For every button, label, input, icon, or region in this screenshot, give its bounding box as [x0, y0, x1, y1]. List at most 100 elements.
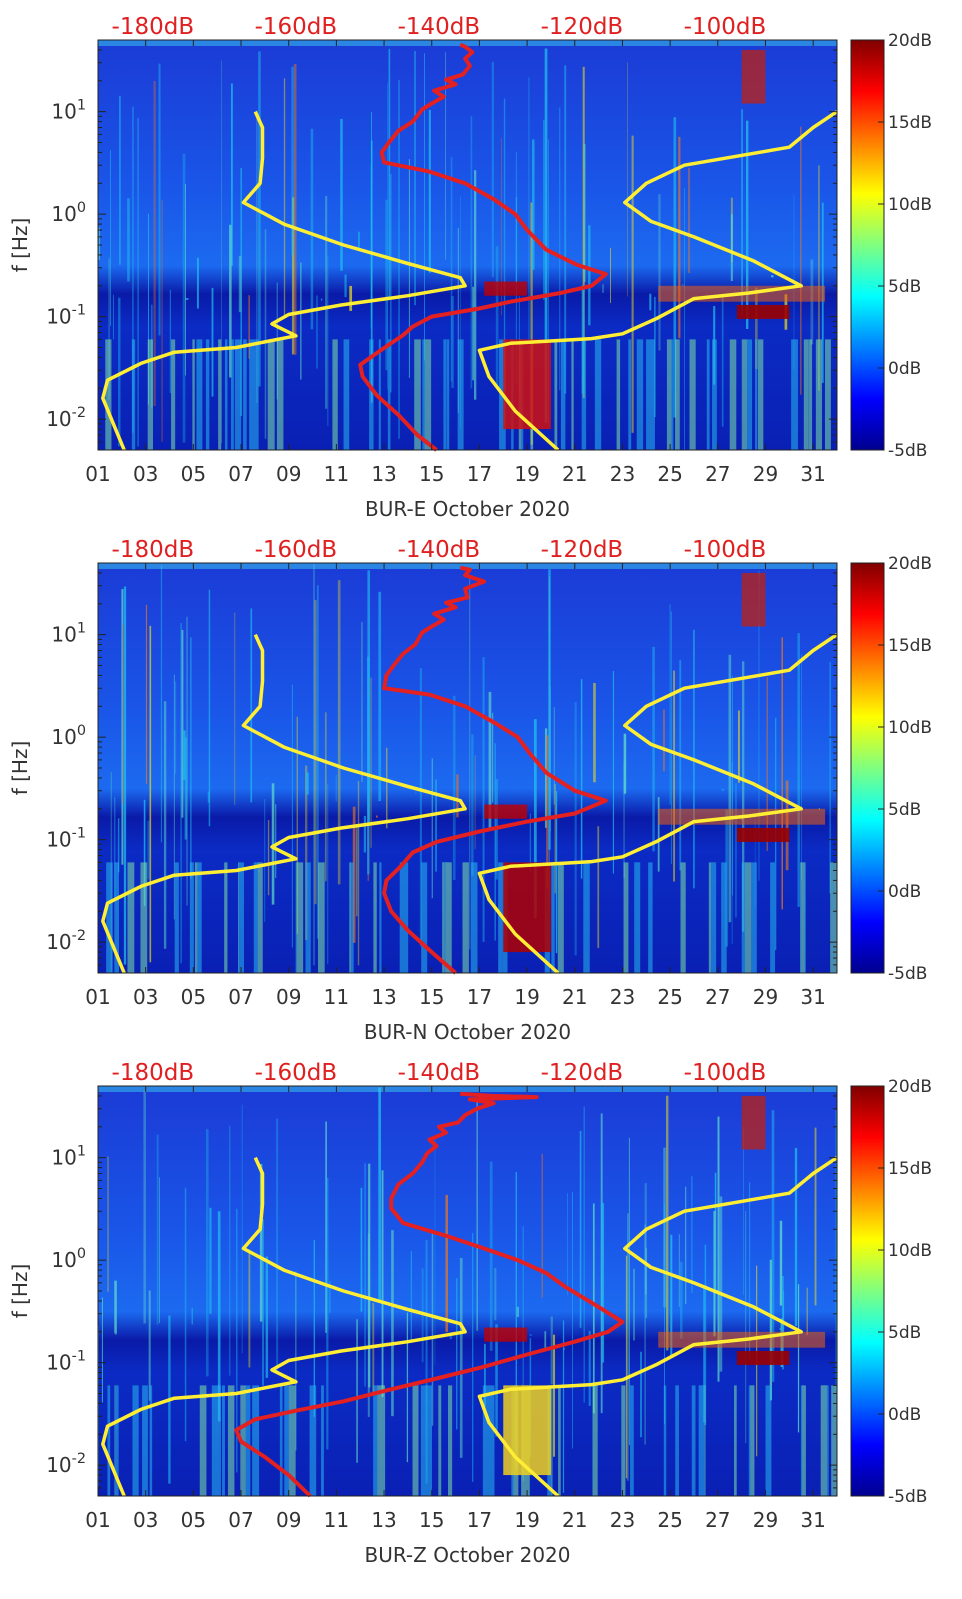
spectrogram-streak — [250, 608, 253, 803]
spectrogram-band — [403, 862, 409, 973]
spectrogram-band — [349, 862, 352, 973]
spectrogram-band — [698, 1385, 705, 1496]
spectrogram-streak — [184, 183, 186, 376]
spectrogram-streak — [434, 1136, 436, 1366]
spectrogram-streak — [184, 737, 187, 840]
spectrogram-streak — [368, 1163, 371, 1388]
spectrogram-band — [116, 862, 120, 973]
spectrogram-streak — [265, 1256, 269, 1378]
spectrogram-streak — [241, 1104, 243, 1354]
spectrogram-streak — [562, 1320, 565, 1493]
x-tick-label: 17 — [467, 985, 492, 1009]
spectrogram-band — [741, 862, 748, 973]
spectrogram-streak — [474, 755, 476, 850]
spectrogram-band — [296, 862, 304, 973]
colorbar-label: 20dB — [888, 31, 932, 51]
spectrogram-streak — [758, 570, 760, 881]
x-tick-label: 21 — [562, 462, 587, 486]
spectrogram-streak — [640, 1351, 642, 1438]
x-tick-label: 19 — [514, 462, 539, 486]
spectrogram-band — [312, 1385, 315, 1496]
spectrogram-streak — [388, 48, 391, 300]
spectrogram-streak — [132, 106, 134, 433]
spectrogram-streak — [721, 297, 724, 427]
spectrogram-streak — [169, 289, 171, 393]
spectrogram-streak — [378, 1087, 381, 1302]
y-tick-label: 101 — [51, 621, 86, 647]
spectrogram-band — [675, 339, 680, 450]
spectrogram-streak — [326, 1177, 329, 1450]
spectrogram-streak — [794, 1147, 798, 1327]
spectrogram-streak — [191, 1307, 193, 1325]
spectrogram-streak — [687, 167, 691, 273]
spectrogram-streak — [370, 165, 372, 329]
spectrogram-band — [217, 1385, 221, 1496]
spectrogram-streak — [450, 157, 453, 382]
spectrogram-streak — [721, 788, 725, 791]
spectrogram-band — [279, 1385, 283, 1496]
y-tick-label: 100 — [51, 1246, 86, 1272]
panel-bur-e: 01 03 05 07 09 11 13 15 17 19 21 23 25 27 29 31 10-2 10-1… — [8, 14, 932, 521]
spectrogram-streak — [230, 83, 233, 266]
x-tick-label: 27 — [705, 462, 730, 486]
spectrogram-streak — [472, 1232, 474, 1482]
x-tick-label: 05 — [181, 985, 206, 1009]
spectrogram-streak — [160, 564, 163, 843]
spectrogram-streak — [360, 1187, 363, 1312]
x-tick-label: 09 — [276, 462, 301, 486]
x-axis-label: BUR-Z October 2020 — [364, 1543, 570, 1567]
spectrogram-streak — [810, 259, 814, 345]
top-db-label: -140dB — [398, 14, 481, 40]
spectrogram-streak — [628, 1137, 630, 1446]
spectrogram-band — [648, 862, 653, 973]
spectrogram-streak — [602, 284, 604, 293]
spectrogram-streak — [469, 576, 471, 950]
spectrogram-band — [462, 862, 469, 973]
spectrogram-band — [140, 862, 147, 973]
spectrogram-band — [378, 339, 381, 450]
top-db-label: -120dB — [541, 1060, 624, 1086]
spectrogram-streak — [431, 758, 433, 899]
spectrogram-streak — [785, 780, 789, 871]
spectrogram-streak — [495, 1324, 498, 1437]
spectrogram-streak — [553, 707, 555, 805]
spectrogram-streak — [296, 716, 298, 934]
spectrogram-band — [317, 862, 325, 973]
x-tick-label: 19 — [514, 985, 539, 1009]
spectrogram-streak — [471, 734, 474, 876]
spectrogram-band — [332, 339, 338, 450]
spectrogram-streak — [552, 1334, 556, 1457]
spectrogram-streak — [180, 622, 183, 964]
spectrogram-streak — [145, 604, 148, 784]
spectrogram-band — [803, 339, 809, 450]
spectrogram-streak — [806, 1287, 809, 1336]
spectrogram-streak — [259, 1164, 263, 1322]
energy-hotspot-midmonth — [503, 862, 551, 953]
model-curve-yellow — [101, 110, 467, 451]
spectrogram-streak — [275, 804, 277, 878]
spectrogram-streak — [148, 1290, 151, 1401]
colorbar-label: 5dB — [888, 1323, 921, 1343]
spectrogram-band — [252, 1385, 260, 1496]
spectrogram-streak — [314, 600, 317, 905]
spectrogram-streak — [623, 762, 625, 879]
spectrogram-band — [445, 862, 452, 973]
panel-bur-n: 01 03 05 07 09 11 13 15 17 19 21 23 25 27 29 31 10-2 10-1… — [8, 537, 932, 1044]
spectrogram-lowfreq-bands — [106, 862, 837, 973]
colorbar-label: 15dB — [888, 113, 932, 133]
spectrogram-band — [443, 339, 447, 450]
x-tick-label: 13 — [371, 1508, 396, 1532]
spectrogram-streak — [451, 296, 454, 388]
spectrogram-band — [224, 862, 228, 973]
x-tick-label: 23 — [610, 985, 635, 1009]
spectrogram-streak — [248, 295, 250, 359]
spectrogram-streak — [122, 624, 124, 804]
spectrogram-streak — [118, 297, 121, 447]
spectrogram-band — [446, 339, 450, 450]
spectrogram-band — [558, 1385, 561, 1496]
top-db-label: -120dB — [541, 537, 624, 563]
x-tick-label: 03 — [133, 985, 158, 1009]
y-tick-label: 10-2 — [46, 928, 86, 954]
model-curve-yellow — [101, 633, 467, 974]
colorbar-label: -5dB — [888, 964, 927, 984]
